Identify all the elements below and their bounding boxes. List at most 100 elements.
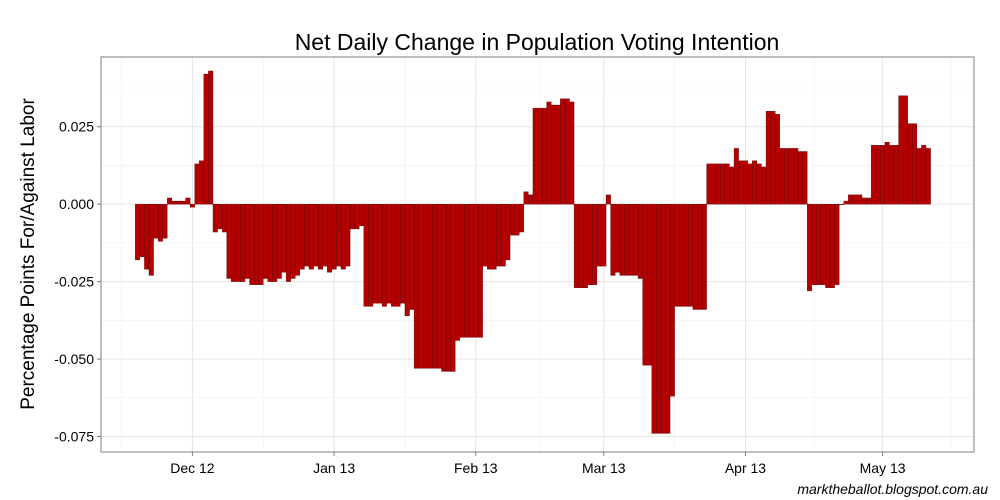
bar — [208, 70, 214, 205]
bar — [683, 203, 689, 307]
bar — [427, 203, 433, 369]
bar — [505, 203, 511, 261]
bar — [363, 203, 369, 307]
bar — [171, 200, 177, 205]
bar — [413, 203, 419, 369]
bar — [354, 203, 360, 230]
y-axis-label: Percentage Points For/Against Labor — [18, 98, 39, 410]
bar — [615, 203, 620, 273]
bar — [902, 95, 908, 205]
bar — [925, 148, 931, 205]
bar — [752, 160, 758, 205]
chart-title: Net Daily Change in Population Voting In… — [295, 29, 780, 55]
bar — [221, 203, 227, 233]
bar — [857, 194, 863, 205]
bar — [692, 203, 698, 310]
x-tick-label: Mar 13 — [582, 460, 626, 476]
bar — [596, 203, 602, 267]
bar — [647, 203, 652, 366]
bar — [551, 104, 556, 205]
bar — [720, 163, 726, 205]
bar — [829, 203, 835, 288]
bar — [231, 203, 237, 282]
bar — [496, 203, 502, 267]
bar — [477, 203, 483, 338]
bar — [189, 203, 195, 208]
bar — [852, 194, 858, 205]
bar — [788, 148, 794, 205]
bar — [601, 203, 607, 267]
bar — [509, 203, 515, 236]
bar — [793, 148, 799, 205]
bars — [135, 70, 931, 434]
bar — [870, 145, 876, 205]
bar — [701, 203, 707, 310]
bar — [838, 203, 844, 205]
bar — [436, 203, 442, 369]
bar — [866, 197, 872, 205]
bar — [743, 160, 748, 205]
bar — [185, 197, 191, 205]
bar — [148, 203, 154, 276]
bar — [747, 163, 753, 205]
bar — [327, 203, 332, 273]
bar — [724, 163, 730, 205]
source-caption: marktheballot.blogspot.com.au — [797, 481, 988, 497]
bar — [889, 145, 895, 205]
bar — [450, 203, 456, 372]
bar — [514, 203, 520, 236]
bar — [633, 203, 639, 276]
bar — [272, 203, 278, 282]
bar — [381, 203, 387, 307]
bar — [249, 203, 255, 285]
bar — [546, 101, 552, 205]
bar — [898, 95, 904, 205]
bar — [473, 203, 479, 338]
bar — [770, 111, 776, 205]
bar — [569, 101, 575, 205]
bar — [491, 203, 497, 270]
bar — [304, 203, 310, 267]
bar — [587, 203, 593, 285]
bar — [391, 203, 396, 307]
bar — [834, 203, 840, 285]
x-tick-label: Jan 13 — [313, 460, 355, 476]
bar — [528, 194, 534, 205]
bar — [226, 203, 232, 279]
bar — [139, 203, 145, 258]
x-axis: Dec 12 Jan 13 Feb 13 Mar 13 Apr 13 May 13 — [170, 452, 906, 476]
bar — [642, 203, 648, 366]
bar — [459, 203, 465, 338]
x-tick-label: Feb 13 — [454, 460, 498, 476]
bar — [784, 148, 790, 205]
bar — [825, 203, 831, 288]
bar — [921, 145, 927, 205]
bar — [628, 203, 634, 276]
bar — [359, 203, 364, 227]
bar — [455, 203, 460, 341]
bar — [345, 203, 351, 267]
bar — [464, 203, 470, 338]
bar — [276, 203, 282, 279]
bar — [806, 203, 812, 292]
bar — [372, 203, 378, 304]
bar — [656, 203, 662, 434]
bar — [816, 203, 822, 285]
bar — [619, 203, 625, 276]
bar — [317, 203, 323, 270]
bar — [441, 203, 447, 372]
bar — [560, 98, 566, 205]
bar — [660, 203, 666, 434]
bar — [583, 203, 588, 288]
bar — [176, 200, 182, 205]
bar — [738, 160, 744, 205]
bar — [368, 203, 374, 307]
y-tick-label: 0.025 — [59, 119, 94, 135]
bar — [797, 151, 803, 205]
bar — [779, 148, 785, 205]
bar — [331, 203, 337, 270]
bar — [313, 203, 319, 267]
bar — [445, 203, 451, 372]
bar — [199, 160, 205, 205]
